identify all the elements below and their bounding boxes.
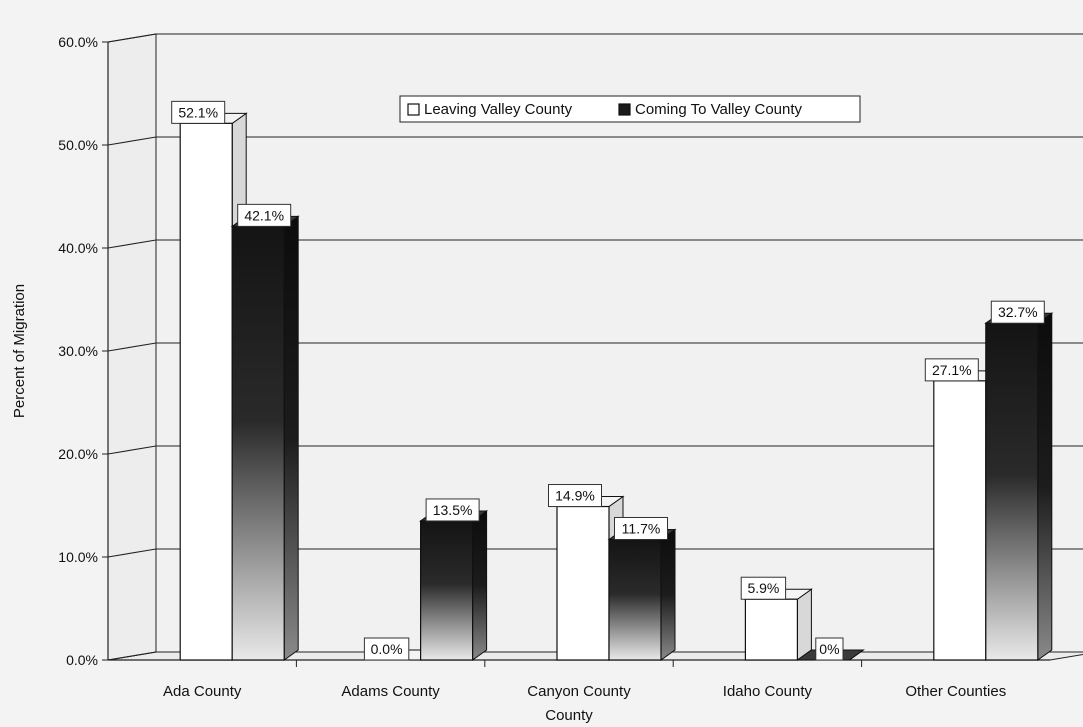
gridline — [107, 239, 1083, 249]
y-tick-label: 20.0% — [58, 446, 98, 462]
data-label: 42.1% — [244, 207, 284, 223]
y-tick-label: 50.0% — [58, 137, 98, 153]
x-tick-label: Canyon County — [527, 683, 631, 700]
bar-Ada County-0 — [179, 122, 233, 661]
x-tick-label: Idaho County — [723, 683, 813, 700]
y-tick-label: 30.0% — [58, 343, 98, 359]
data-label-box — [740, 576, 787, 600]
bars — [178, 112, 1054, 661]
bar-Ada County-1 — [231, 225, 285, 661]
bar-Idaho County-0 — [744, 598, 799, 661]
gridline — [107, 445, 1083, 455]
gridlines — [107, 33, 1083, 661]
bar-Other Counties-0 — [933, 380, 987, 661]
data-label-box — [425, 498, 480, 522]
data-label: 11.7% — [622, 520, 661, 536]
legend: Leaving Valley County Coming To Valley C… — [399, 95, 861, 123]
gridline — [107, 342, 1083, 352]
y-tick-label: 40.0% — [58, 240, 98, 256]
data-label: 0.0% — [371, 641, 403, 657]
legend-swatch-coming — [618, 103, 631, 116]
data-label-box — [548, 484, 602, 508]
y-axis-title: Percent of Migration — [11, 284, 28, 418]
data-label-box — [990, 300, 1045, 324]
x-axis-categories: Ada County Adams County Canyon County Idaho… — [163, 660, 1006, 700]
legend-label-leaving: Leaving Valley County — [424, 101, 573, 118]
data-label: 0% — [819, 641, 839, 657]
y-tick-label: 60.0% — [58, 34, 98, 50]
data-label: 52.1% — [178, 104, 218, 120]
data-label: 27.1% — [932, 362, 972, 378]
bar-side-Adams County-1 — [472, 509, 488, 661]
x-tick-label: Adams County — [341, 683, 440, 700]
x-tick-label: Ada County — [163, 683, 242, 700]
bar-side-Idaho County-0 — [796, 588, 812, 661]
bar-Canyon County-0 — [556, 505, 610, 661]
bar-side-Canyon County-1 — [660, 528, 676, 661]
data-label-box — [614, 516, 668, 540]
bar-side-Other Counties-1 — [1037, 312, 1053, 661]
x-tick-label: Other Counties — [905, 683, 1006, 700]
data-label-box — [237, 203, 292, 227]
legend-swatch-leaving — [407, 103, 420, 116]
gridline — [107, 548, 1083, 558]
data-label-box — [171, 100, 226, 124]
data-label: 14.9% — [555, 488, 595, 504]
bar-Other Counties-1 — [985, 322, 1039, 661]
gridline — [107, 33, 1083, 43]
x-axis-title: County — [545, 707, 593, 724]
bar-Adams County-1 — [420, 520, 474, 661]
bar-Canyon County-1 — [608, 538, 662, 661]
data-label: 5.9% — [747, 580, 779, 596]
data-label-box — [363, 637, 410, 661]
legend-label-coming: Coming To Valley County — [635, 101, 803, 118]
y-tick-label: 10.0% — [58, 549, 98, 565]
data-label-box — [815, 637, 844, 661]
data-label-box — [924, 358, 979, 382]
y-tick-label: 0.0% — [66, 652, 98, 668]
gridline — [107, 136, 1083, 146]
data-labels: 52.1% 42.1% 0.0% 13.5% 14.9% 11.7% 5.9% 0% 27.1%… — [171, 100, 1045, 661]
data-label: 32.7% — [998, 304, 1038, 320]
data-label: 13.5% — [433, 502, 473, 518]
bar-side-Ada County-1 — [283, 215, 299, 661]
